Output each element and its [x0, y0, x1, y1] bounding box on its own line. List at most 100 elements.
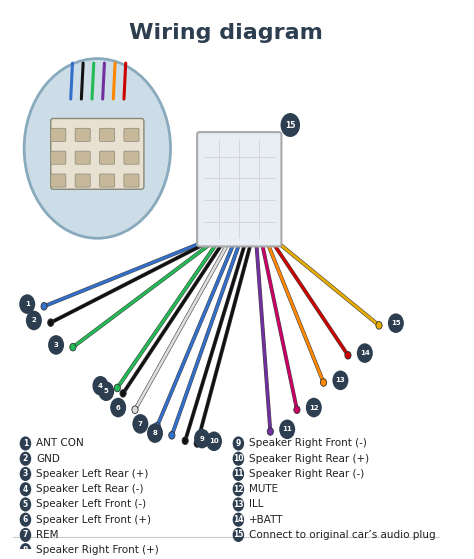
- Text: 4: 4: [98, 383, 103, 389]
- Text: Speaker Right Front (+): Speaker Right Front (+): [36, 545, 159, 555]
- FancyBboxPatch shape: [51, 151, 66, 164]
- FancyBboxPatch shape: [75, 128, 90, 141]
- Text: 10: 10: [233, 454, 244, 463]
- Text: 5: 5: [23, 500, 28, 509]
- Circle shape: [294, 406, 300, 414]
- Text: 1: 1: [25, 301, 30, 307]
- Text: REM: REM: [36, 530, 59, 540]
- Text: +BATT: +BATT: [249, 515, 283, 525]
- Text: Speaker Left Front (+): Speaker Left Front (+): [36, 515, 151, 525]
- Circle shape: [233, 452, 244, 466]
- Text: 15: 15: [233, 530, 244, 539]
- Text: GND: GND: [36, 454, 60, 464]
- Circle shape: [98, 381, 114, 401]
- Circle shape: [233, 482, 244, 496]
- Text: 6: 6: [23, 515, 28, 524]
- Circle shape: [169, 432, 175, 439]
- FancyBboxPatch shape: [100, 174, 115, 187]
- Text: 11: 11: [283, 427, 292, 432]
- Text: 11: 11: [233, 470, 244, 479]
- Circle shape: [206, 432, 222, 451]
- Circle shape: [357, 343, 373, 363]
- Text: ANT CON: ANT CON: [36, 438, 84, 448]
- Text: 12: 12: [233, 485, 244, 494]
- Text: 10: 10: [209, 438, 219, 444]
- Text: Speaker Right Rear (+): Speaker Right Rear (+): [249, 454, 369, 464]
- Text: MUTE: MUTE: [249, 484, 278, 494]
- Circle shape: [194, 429, 210, 448]
- Circle shape: [110, 398, 126, 418]
- Text: 4: 4: [23, 485, 28, 494]
- Circle shape: [20, 467, 31, 481]
- Circle shape: [132, 414, 148, 434]
- Text: 3: 3: [23, 470, 28, 479]
- Text: Speaker Left Rear (+): Speaker Left Rear (+): [36, 469, 148, 479]
- Text: 13: 13: [336, 377, 345, 383]
- Circle shape: [279, 419, 295, 439]
- Circle shape: [20, 513, 31, 527]
- Circle shape: [24, 59, 171, 238]
- Circle shape: [120, 390, 126, 397]
- Text: Speaker Left Rear (-): Speaker Left Rear (-): [36, 484, 144, 494]
- Circle shape: [20, 482, 31, 496]
- Circle shape: [20, 437, 31, 451]
- Circle shape: [233, 498, 244, 511]
- FancyBboxPatch shape: [100, 128, 115, 141]
- Text: 1: 1: [23, 439, 28, 448]
- Circle shape: [132, 406, 138, 414]
- Circle shape: [41, 302, 47, 310]
- Text: 2: 2: [23, 454, 28, 463]
- Circle shape: [20, 452, 31, 466]
- Text: Speaker Right Front (-): Speaker Right Front (-): [249, 438, 367, 448]
- Circle shape: [332, 371, 348, 390]
- Text: 2: 2: [31, 318, 36, 324]
- FancyBboxPatch shape: [75, 174, 90, 187]
- Circle shape: [233, 528, 244, 542]
- Text: Speaker Left Front (-): Speaker Left Front (-): [36, 499, 146, 509]
- Circle shape: [233, 467, 244, 481]
- Circle shape: [388, 314, 404, 333]
- Circle shape: [48, 319, 54, 326]
- FancyBboxPatch shape: [51, 128, 66, 141]
- Text: 14: 14: [360, 350, 370, 356]
- FancyBboxPatch shape: [100, 151, 115, 164]
- FancyBboxPatch shape: [197, 132, 282, 247]
- Circle shape: [267, 428, 273, 435]
- Circle shape: [26, 311, 42, 330]
- Circle shape: [20, 498, 31, 511]
- Circle shape: [92, 376, 109, 396]
- Circle shape: [48, 335, 64, 355]
- Circle shape: [306, 398, 322, 418]
- Text: 15: 15: [285, 121, 295, 130]
- Circle shape: [233, 513, 244, 527]
- Text: Speaker Right Rear (-): Speaker Right Rear (-): [249, 469, 365, 479]
- Text: ILL: ILL: [249, 499, 264, 509]
- Text: 5: 5: [104, 388, 109, 394]
- FancyBboxPatch shape: [124, 174, 139, 187]
- FancyBboxPatch shape: [51, 174, 66, 187]
- Circle shape: [154, 422, 160, 430]
- Circle shape: [20, 543, 31, 557]
- Text: 14: 14: [233, 515, 244, 524]
- Text: 15: 15: [391, 320, 401, 326]
- Text: 7: 7: [138, 421, 143, 427]
- Text: 13: 13: [233, 500, 244, 509]
- Text: 6: 6: [116, 405, 120, 410]
- FancyBboxPatch shape: [75, 151, 90, 164]
- Text: 9: 9: [200, 435, 204, 442]
- Circle shape: [182, 437, 188, 444]
- Text: Connect to original car’s audio plug: Connect to original car’s audio plug: [249, 530, 436, 540]
- Circle shape: [320, 378, 327, 386]
- FancyBboxPatch shape: [124, 151, 139, 164]
- Text: 3: 3: [54, 342, 58, 348]
- Circle shape: [376, 321, 382, 329]
- Circle shape: [345, 352, 351, 359]
- Text: 8: 8: [153, 430, 157, 436]
- Circle shape: [114, 384, 120, 392]
- Text: 7: 7: [23, 530, 28, 539]
- Circle shape: [233, 437, 244, 451]
- Text: 8: 8: [23, 546, 28, 555]
- Circle shape: [281, 113, 300, 137]
- FancyBboxPatch shape: [124, 128, 139, 141]
- Text: 9: 9: [236, 439, 241, 448]
